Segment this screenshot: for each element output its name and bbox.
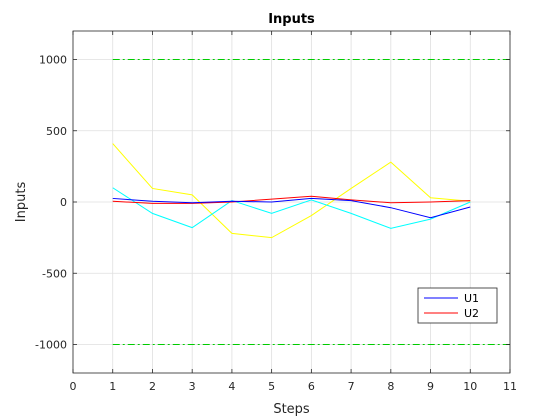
series-line-unlabeled-3 xyxy=(112,143,471,239)
y-tick-label: 0 xyxy=(60,196,67,209)
x-tick-label: 3 xyxy=(189,380,196,393)
x-tick-label: 0 xyxy=(70,380,77,393)
y-axis-label: Inputs xyxy=(14,182,29,223)
x-tick-label: 4 xyxy=(228,380,235,393)
series-line-unlabeled-2 xyxy=(112,187,471,229)
x-tick-label: 9 xyxy=(427,380,434,393)
x-tick-label: 1 xyxy=(109,380,116,393)
y-tick-label: 1000 xyxy=(39,54,67,67)
x-axis: 0 1 2 3 4 5 6 7 8 9 10 11 xyxy=(70,31,517,393)
chart-title: Inputs xyxy=(268,12,315,27)
x-tick-label: 11 xyxy=(503,380,517,393)
series-lines xyxy=(112,143,471,239)
x-tick-label: 10 xyxy=(463,380,477,393)
legend-box xyxy=(417,287,498,324)
y-axis: -1000 -500 0 500 1000 xyxy=(35,54,510,352)
x-tick-label: 5 xyxy=(268,380,275,393)
legend-label-u2: U2 xyxy=(464,307,479,320)
constraint-bounds xyxy=(112,59,510,345)
x-tick-label: 7 xyxy=(348,380,355,393)
legend-label-u1: U1 xyxy=(464,292,479,305)
x-tick-label: 8 xyxy=(387,380,394,393)
y-tick-label: 500 xyxy=(46,125,67,138)
x-tick-label: 6 xyxy=(308,380,315,393)
y-tick-label: -500 xyxy=(42,267,67,280)
series-line-u2 xyxy=(112,195,471,204)
series-line-u1 xyxy=(112,197,471,219)
x-axis-label: Steps xyxy=(273,402,310,417)
x-tick-label: 2 xyxy=(149,380,156,393)
y-tick-label: -1000 xyxy=(35,339,67,352)
